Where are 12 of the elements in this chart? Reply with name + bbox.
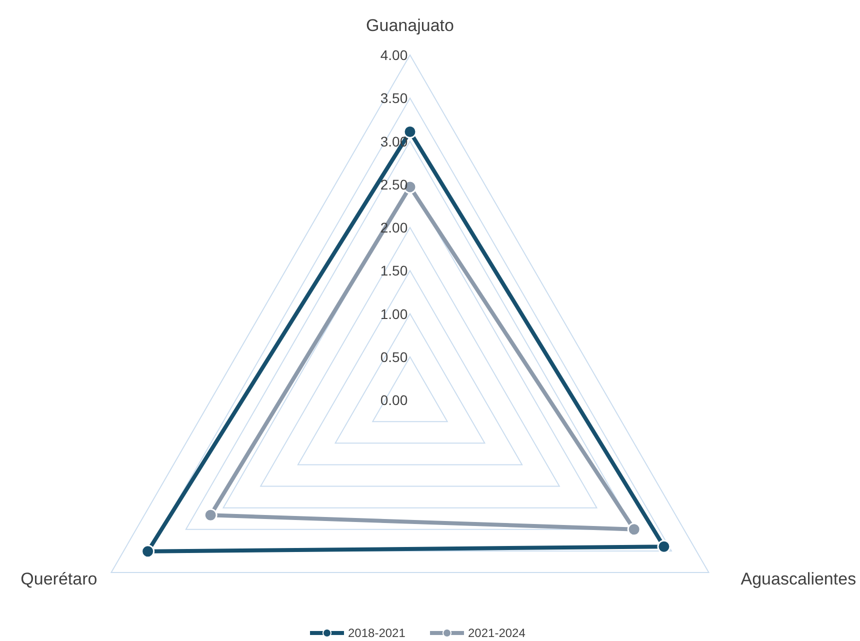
- spoke-label: Querétaro: [20, 570, 98, 588]
- y-tick-label: 0.50: [380, 348, 408, 365]
- y-tick-label: 4.00: [380, 47, 408, 63]
- y-tick-label: 2.50: [380, 176, 408, 192]
- spoke-label: Guanajuato: [366, 16, 454, 35]
- y-tick-label: 0.00: [380, 392, 408, 408]
- y-tick-label: 1.50: [380, 262, 408, 279]
- y-tick-label: 3.50: [380, 90, 408, 106]
- y-tick-label: 1.00: [380, 306, 408, 322]
- spoke-label: Aguascalientes: [740, 570, 856, 588]
- legend-label: 2021-2024: [468, 626, 526, 640]
- legend-label: 2018-2021: [348, 626, 406, 640]
